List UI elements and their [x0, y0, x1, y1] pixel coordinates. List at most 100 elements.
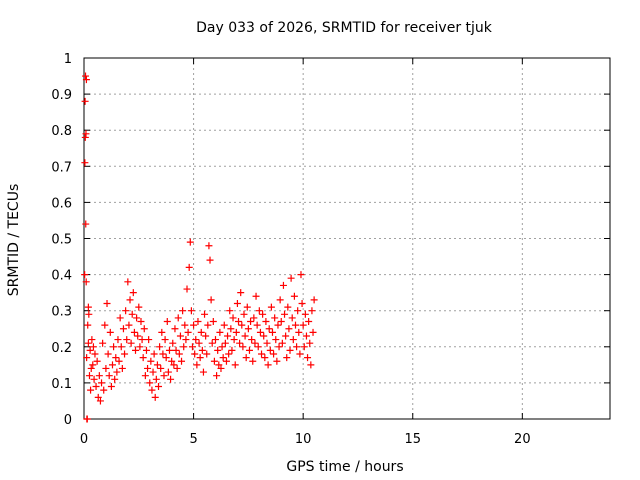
data-point	[278, 339, 286, 347]
data-point	[160, 372, 168, 380]
data-point	[185, 263, 193, 271]
data-point	[180, 343, 188, 351]
data-point	[230, 336, 238, 344]
y-tick-label: 1	[64, 52, 72, 67]
data-point	[149, 368, 157, 376]
data-point	[116, 314, 124, 322]
data-point	[179, 307, 187, 315]
data-point	[241, 332, 249, 340]
data-point	[243, 303, 251, 311]
data-point	[283, 354, 291, 362]
data-point	[212, 336, 219, 344]
data-point	[259, 310, 267, 318]
data-point	[285, 325, 293, 333]
data-point	[122, 307, 130, 315]
data-point	[256, 328, 264, 336]
data-point	[274, 321, 282, 329]
data-point	[87, 364, 95, 372]
data-point	[286, 346, 294, 354]
data-point	[138, 336, 146, 344]
data-point	[302, 332, 310, 340]
data-point	[226, 307, 234, 315]
data-point	[89, 343, 97, 351]
data-point	[110, 343, 118, 351]
data-point	[253, 321, 261, 329]
data-point	[81, 97, 89, 105]
data-point	[252, 292, 260, 300]
data-point	[261, 354, 269, 362]
data-point	[284, 303, 292, 311]
y-tick-label: 0.1	[51, 377, 72, 392]
data-point	[213, 372, 221, 380]
data-point	[81, 271, 89, 279]
data-point	[175, 350, 183, 358]
data-point	[182, 336, 190, 344]
data-point	[209, 318, 217, 326]
data-point	[173, 364, 181, 372]
data-point	[236, 339, 244, 347]
data-point	[93, 357, 101, 365]
data-point	[249, 357, 257, 365]
data-point	[282, 332, 290, 340]
data-point	[281, 310, 289, 318]
data-point	[85, 372, 93, 380]
data-point	[146, 379, 154, 387]
data-point	[170, 361, 178, 369]
data-point	[142, 346, 150, 354]
y-tick-label: 0.9	[51, 88, 72, 103]
data-point	[260, 332, 268, 340]
data-point	[288, 314, 296, 322]
data-point	[214, 346, 222, 354]
data-point	[103, 299, 111, 307]
data-point	[105, 372, 113, 380]
data-point	[148, 386, 156, 394]
data-point	[107, 383, 115, 391]
data-point	[82, 130, 90, 138]
data-point	[203, 350, 211, 358]
data-point	[290, 292, 298, 300]
data-point	[147, 357, 155, 365]
data-point	[219, 354, 227, 362]
data-point	[258, 350, 266, 358]
data-point	[86, 346, 94, 354]
data-point	[279, 281, 287, 289]
data-point	[162, 354, 170, 362]
data-point	[158, 328, 166, 336]
data-point	[195, 339, 203, 347]
data-point	[89, 361, 97, 369]
data-point	[161, 336, 169, 344]
data-point	[104, 350, 112, 358]
data-point	[244, 325, 252, 333]
data-point	[130, 328, 138, 336]
data-point	[310, 296, 318, 304]
y-axis-title: SRMTID / TECUs	[6, 184, 22, 297]
data-point	[90, 375, 98, 383]
y-tick-label: 0.3	[51, 305, 72, 320]
y-tick-label: 0	[64, 413, 72, 428]
data-point	[237, 289, 245, 297]
data-point	[136, 343, 144, 351]
x-tick-label: 10	[295, 432, 312, 447]
data-point	[157, 364, 165, 372]
data-point	[82, 72, 90, 80]
data-point	[188, 343, 196, 351]
data-point	[113, 368, 121, 376]
data-point	[133, 314, 141, 322]
data-point	[277, 318, 285, 326]
data-point	[167, 375, 175, 383]
data-point	[176, 332, 184, 340]
data-point	[150, 350, 158, 358]
x-tick-label: 0	[80, 432, 88, 447]
data-point	[204, 321, 212, 329]
data-point	[159, 350, 167, 358]
data-point	[144, 364, 152, 372]
data-point	[251, 339, 259, 347]
data-point	[81, 159, 89, 167]
data-point	[172, 346, 180, 354]
data-point	[289, 336, 297, 344]
data-point	[102, 364, 110, 372]
data-point	[106, 328, 114, 336]
data-point	[228, 346, 236, 354]
data-point	[163, 318, 171, 326]
data-point	[83, 415, 91, 423]
